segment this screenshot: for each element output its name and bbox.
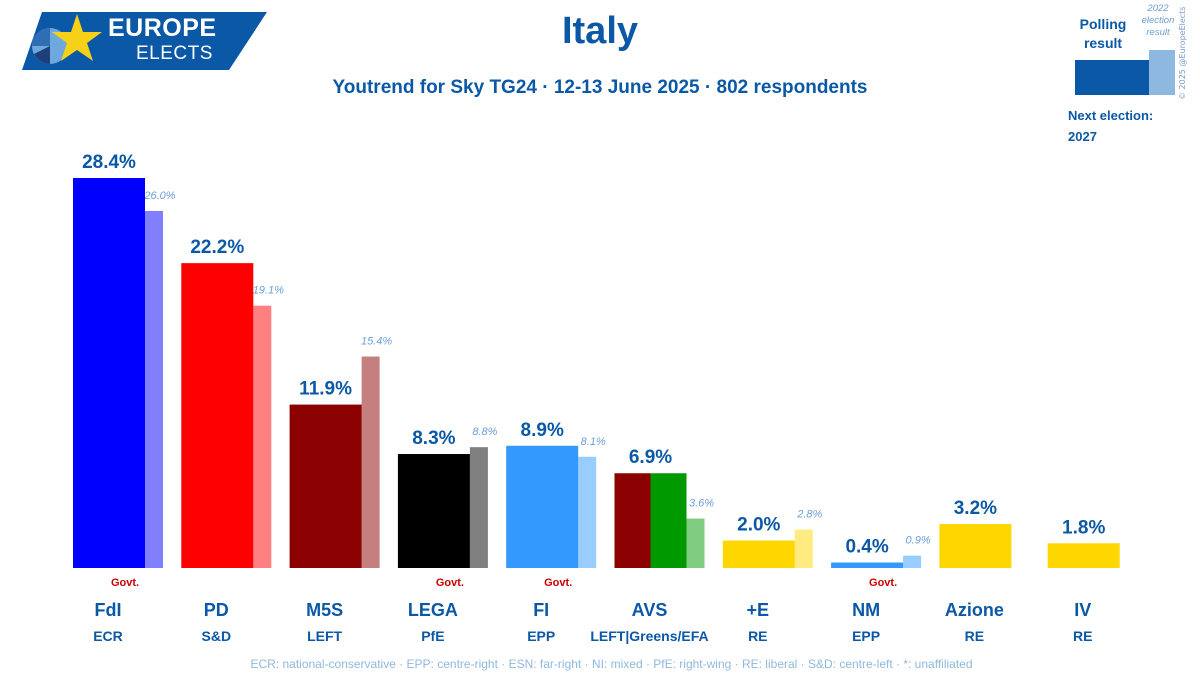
party-name-azione: Azione [945, 600, 1004, 620]
prev-bar-avs [686, 518, 705, 568]
next-election-label: Next election: [1068, 108, 1154, 123]
party-name-lega: LEGA [408, 600, 458, 620]
prev-bar-m5s [361, 356, 380, 568]
party-group-iv: RE [1073, 628, 1092, 644]
party-name-m5s: M5S [306, 600, 343, 620]
prev-label-pd: 19.1% [253, 285, 284, 297]
poll-bar-m5s [289, 404, 362, 568]
party-group-m5s: LEFT [307, 628, 342, 644]
poll-bar-nm [831, 562, 904, 568]
party-name-fdi: FdI [95, 600, 122, 620]
next-election-year: 2027 [1068, 129, 1097, 144]
legend-previous-label: 2022 election result [1141, 3, 1175, 38]
poll-label-e: 2.0% [737, 515, 780, 536]
poll-label-nm: 0.4% [845, 537, 888, 558]
legend-previous-swatch [1149, 50, 1175, 95]
poll-bar-e [722, 540, 795, 568]
poll-bar-iv [1047, 543, 1120, 568]
poll-bar-fdi [73, 178, 145, 568]
logo-text-europe: EUROPE [108, 14, 217, 42]
party-group-fdi: ECR [93, 628, 123, 644]
prev-bar-fdi [145, 210, 163, 568]
prev-label-avs: 3.6% [689, 498, 714, 510]
prev-bar-fi [578, 456, 597, 568]
poll-label-iv: 1.8% [1062, 517, 1105, 538]
party-name-iv: IV [1074, 600, 1091, 620]
poll-label-lega: 8.3% [412, 428, 455, 449]
party-name-nm: NM [852, 600, 880, 620]
party-group-nm: EPP [852, 628, 880, 644]
prev-label-lega: 8.8% [472, 426, 497, 438]
poll-subtitle: Youtrend for Sky TG24 · 12-13 June 2025 … [332, 77, 868, 98]
next-election: Next election: 2027 [1068, 105, 1153, 147]
party-group-e: RE [748, 628, 767, 644]
party-name-pd: PD [204, 600, 229, 620]
prev-label-fdi: 26.0% [143, 190, 175, 202]
europe-elects-logo [22, 12, 267, 70]
prev-bar-lega [469, 447, 488, 568]
party-name-e: +E [747, 600, 770, 620]
party-name-avs: AVS [632, 600, 668, 620]
page-title: Italy [561, 10, 639, 52]
poll-bar-pd [181, 263, 254, 568]
poll-label-pd: 22.2% [190, 237, 244, 258]
poll-bar-azione [939, 524, 1012, 568]
legend-polling-swatch [1075, 60, 1149, 95]
party-group-avs: LEFT|Greens/EFA [590, 628, 708, 644]
group-legend-footer: ECR: national-conservative · EPP: centre… [250, 657, 973, 671]
prev-bar-e [794, 529, 813, 568]
prev-label-m5s: 15.4% [361, 336, 392, 348]
prev-label-fi: 8.1% [581, 436, 606, 448]
prev-label-e: 2.8% [796, 509, 822, 521]
prev-label-nm: 0.9% [906, 535, 931, 547]
poll-bar-fi [506, 445, 579, 568]
poll-bar-lega [397, 454, 470, 568]
star-icon [52, 14, 102, 61]
prev-bar-nm [903, 555, 922, 568]
poll-label-fi: 8.9% [521, 420, 564, 441]
party-group-pd: S&D [202, 628, 232, 644]
logo-text-elects: ELECTS [136, 43, 213, 64]
govt-label-fi: Govt. [544, 577, 572, 589]
prev-bar-pd [253, 305, 272, 568]
poll-bar-avs-0 [614, 473, 651, 568]
poll-label-fdi: 28.4% [82, 152, 136, 173]
party-group-lega: PfE [421, 628, 444, 644]
poll-label-avs: 6.9% [629, 447, 672, 468]
poll-label-azione: 3.2% [954, 498, 997, 519]
poll-label-m5s: 11.9% [299, 379, 352, 400]
govt-label-fdi: Govt. [111, 577, 139, 589]
govt-label-lega: Govt. [436, 577, 464, 589]
govt-label-nm: Govt. [869, 577, 897, 589]
poll-bar-avs-1 [650, 473, 687, 568]
logo-graphic [22, 12, 267, 70]
logo-banner [22, 12, 267, 70]
party-group-fi: EPP [527, 628, 555, 644]
party-group-azione: RE [965, 628, 984, 644]
legend-polling-label: Polling result [1079, 16, 1127, 51]
party-name-fi: FI [533, 600, 549, 620]
